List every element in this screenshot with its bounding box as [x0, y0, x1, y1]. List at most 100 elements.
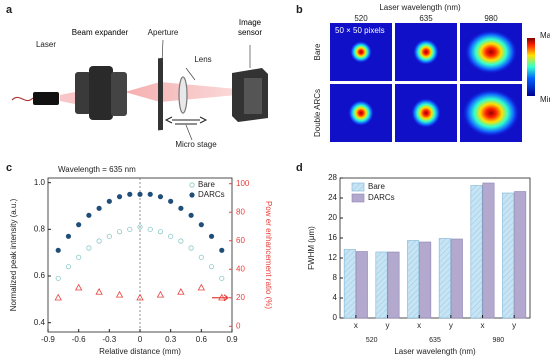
annotation-arrow: [212, 294, 229, 302]
bar: [375, 251, 388, 319]
beam-spot: [413, 39, 439, 65]
data-point: [168, 233, 174, 239]
y-tick-label: 12: [328, 253, 337, 262]
data-point: [208, 264, 215, 270]
y2-axis-label: Pow er enhancement ratio (%): [264, 201, 273, 309]
data-point: [74, 283, 83, 291]
x-tick-label: 0.9: [226, 335, 238, 344]
column-label: 520: [354, 14, 368, 23]
data-point: [147, 226, 153, 232]
y2-tick-label: 40: [236, 264, 245, 273]
bar: [438, 238, 451, 319]
image-grid: 520 635 980 Bare Double ARCs 50 × 50 pixels: [313, 14, 522, 142]
y-axis-label: Normalized peak intensity (a.u.): [9, 198, 18, 311]
group-label: 520: [366, 337, 378, 344]
x-tick-label: -0.9: [41, 335, 55, 344]
column-label: 635: [419, 14, 433, 23]
legend-marker: [189, 182, 195, 188]
images-title: Laser wavelength (nm): [379, 3, 461, 12]
y2-tick-label: 100: [236, 179, 250, 188]
y2-tick-label: 0: [236, 321, 241, 330]
y-axis-label: FWHM (μm): [307, 226, 316, 270]
beam-spot: [464, 30, 518, 74]
bar: [470, 185, 483, 319]
y-tick-label: 20: [328, 213, 337, 222]
data-point: [147, 191, 153, 197]
y-tick-label: 0.8: [34, 224, 46, 233]
data-point: [157, 194, 164, 200]
data-point: [168, 198, 174, 204]
x-tick-label: y: [386, 321, 390, 330]
data-point: [96, 205, 102, 211]
data-point: [178, 238, 184, 244]
data-point: [54, 293, 62, 301]
legend-swatch: [351, 193, 365, 203]
y-tick-label: 0.4: [34, 318, 46, 327]
plot-frame: [339, 177, 531, 319]
legend-label: DARCs: [198, 190, 225, 199]
data-point: [127, 226, 133, 232]
data-point: [65, 233, 72, 239]
data-point: [157, 229, 164, 235]
x-tick-label: 0: [138, 335, 143, 344]
legend-swatch: [351, 182, 365, 192]
data-point: [55, 275, 61, 281]
bar: [387, 251, 400, 319]
data-point: [55, 247, 61, 253]
beam-spot: [348, 100, 374, 126]
data-point: [198, 254, 204, 260]
bar: [343, 249, 356, 319]
bar: [482, 182, 495, 319]
bar: [502, 192, 515, 319]
legend-label: DARCs: [368, 193, 395, 202]
x-tick-label: 0.6: [196, 335, 208, 344]
legend-marker: [189, 192, 195, 198]
colorbar-label: Min: [540, 95, 550, 104]
data-point: [96, 238, 102, 244]
beam-spot: [462, 89, 520, 137]
x-axis-label: Relative distance (mm): [99, 347, 181, 356]
data-point: [65, 264, 72, 270]
data-point: [178, 205, 184, 211]
data-point: [137, 191, 143, 197]
data-point: [208, 233, 215, 239]
x-tick-label: -0.6: [72, 335, 86, 344]
y-tick-label: 16: [328, 233, 337, 242]
data-point: [86, 245, 92, 251]
row-label: Bare: [313, 43, 322, 60]
data-point: [76, 222, 82, 228]
y2-tick-label: 60: [236, 236, 245, 245]
beam-spot: [411, 98, 441, 128]
panel-label: c: [6, 162, 12, 174]
size-note: 50 × 50 pixels: [335, 26, 385, 35]
data-point: [115, 290, 124, 298]
y-tick-label: 1.0: [34, 178, 46, 187]
x-tick-label: 0.3: [165, 335, 177, 344]
setup-label-box: Beam expander: [71, 28, 129, 37]
y-tick-label: 8: [333, 273, 338, 282]
legend-label: Bare: [368, 182, 385, 191]
bar: [419, 241, 432, 319]
y-tick-label: 28: [328, 173, 337, 182]
x-tick-label: y: [449, 321, 453, 330]
beam-spot: [350, 41, 372, 63]
y-tick-label: 0: [333, 313, 338, 322]
setup-label: Beam expander: [71, 28, 129, 37]
panel-label: d: [296, 162, 303, 174]
y2-tick-label: 80: [236, 207, 245, 216]
data-point: [156, 290, 165, 298]
colorbar-label: Max: [540, 31, 550, 40]
x-tick-label: x: [354, 321, 358, 330]
setup-label: Image sensor: [237, 18, 262, 37]
data-point: [116, 229, 123, 235]
setup-label: Micro stage: [175, 140, 217, 149]
x-tick-label: -0.3: [102, 335, 116, 344]
bar: [355, 251, 368, 319]
data-point: [188, 245, 194, 251]
bar: [450, 238, 463, 319]
column-label: 980: [484, 14, 498, 23]
setup-label: Laser: [36, 40, 56, 49]
row-label: Double ARCs: [313, 89, 322, 137]
panel-label: b: [296, 4, 303, 16]
